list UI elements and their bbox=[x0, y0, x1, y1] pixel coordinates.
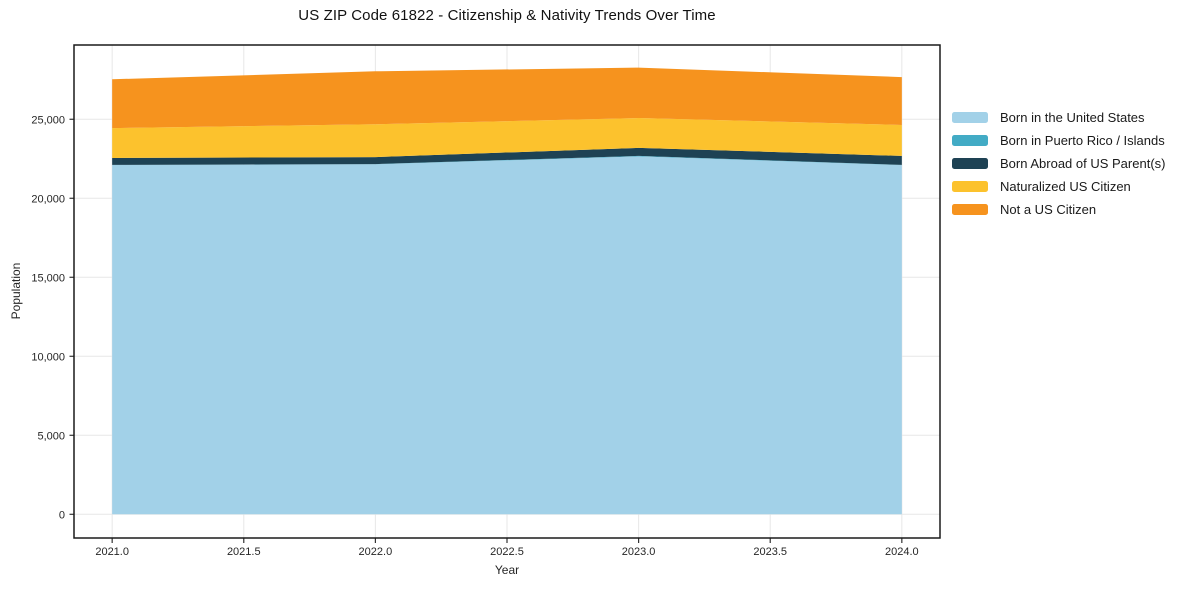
legend-swatch-icon bbox=[952, 181, 988, 192]
legend-item: Naturalized US Citizen bbox=[952, 175, 1165, 198]
legend-swatch-icon bbox=[952, 204, 988, 215]
x-tick-label: 2021.5 bbox=[227, 546, 261, 558]
y-tick-label: 15,000 bbox=[31, 272, 65, 284]
x-tick-label: 2024.0 bbox=[885, 546, 919, 558]
x-axis-label: Year bbox=[494, 563, 520, 577]
y-tick-label: 25,000 bbox=[31, 114, 65, 126]
legend-swatch-icon bbox=[952, 158, 988, 169]
legend-label: Not a US Citizen bbox=[1000, 202, 1097, 217]
y-axis-label: Population bbox=[9, 262, 23, 320]
legend-label: Born in Puerto Rico / Islands bbox=[1000, 133, 1165, 148]
legend-label: Born Abroad of US Parent(s) bbox=[1000, 156, 1166, 171]
legend-swatch-icon bbox=[952, 112, 988, 123]
y-tick-label: 20,000 bbox=[31, 193, 65, 205]
x-tick-label: 2022.0 bbox=[359, 546, 393, 558]
area-series-2 bbox=[112, 147, 902, 165]
legend-item: Not a US Citizen bbox=[952, 198, 1165, 221]
x-tick-label: 2022.5 bbox=[490, 546, 524, 558]
y-tick-label: 5,000 bbox=[37, 430, 65, 442]
x-tick-label: 2023.0 bbox=[622, 546, 656, 558]
x-tick-label: 2023.5 bbox=[753, 546, 787, 558]
legend-item: Born Abroad of US Parent(s) bbox=[952, 152, 1165, 175]
x-tick-label: 2021.0 bbox=[95, 546, 129, 558]
y-tick-label: 0 bbox=[59, 509, 65, 521]
y-tick-label: 10,000 bbox=[31, 351, 65, 363]
plot-frame bbox=[73, 44, 941, 539]
legend: Born in the United States Born in Puerto… bbox=[952, 106, 1165, 221]
chart-title: US ZIP Code 61822 - Citizenship & Nativi… bbox=[298, 7, 716, 24]
area-series-0 bbox=[112, 156, 902, 515]
area-series-4 bbox=[112, 67, 902, 129]
area-series-3 bbox=[112, 118, 902, 158]
area-series-1 bbox=[112, 155, 902, 166]
legend-swatch-icon bbox=[952, 135, 988, 146]
legend-item: Born in the United States bbox=[952, 106, 1165, 129]
legend-item: Born in Puerto Rico / Islands bbox=[952, 129, 1165, 152]
legend-label: Born in the United States bbox=[1000, 110, 1145, 125]
legend-label: Naturalized US Citizen bbox=[1000, 179, 1131, 194]
